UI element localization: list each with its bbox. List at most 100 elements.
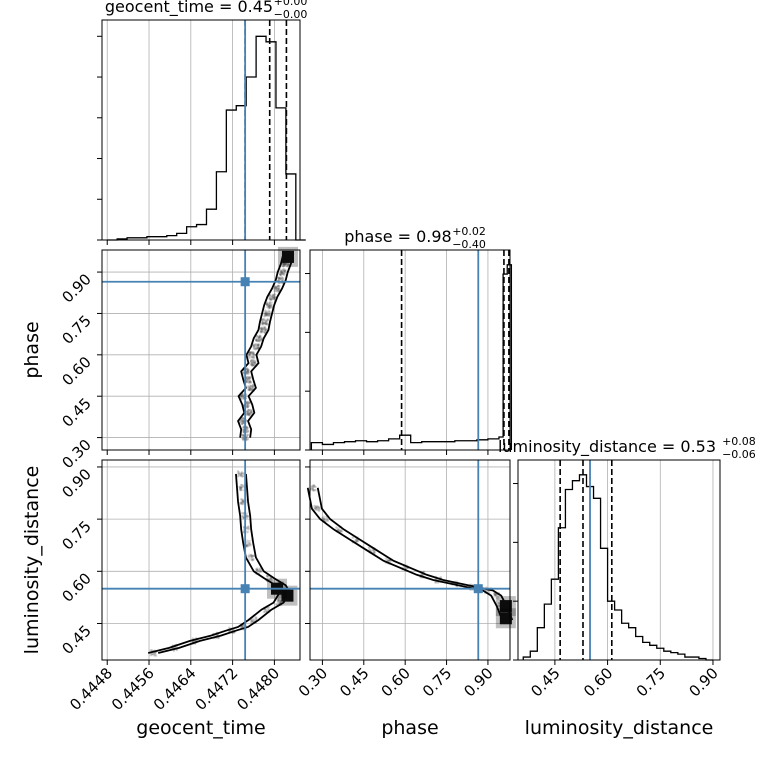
sample-point xyxy=(248,352,251,355)
sample-point xyxy=(250,387,253,391)
sample-point xyxy=(247,378,250,381)
sample-point xyxy=(246,531,249,534)
sample-point xyxy=(317,509,320,513)
sample-point xyxy=(314,507,317,510)
sample-point xyxy=(245,428,248,431)
sample-point xyxy=(264,313,267,317)
sample-point xyxy=(276,600,279,603)
sample-point xyxy=(494,594,498,597)
sample-point xyxy=(373,550,376,554)
sample-point xyxy=(260,338,263,341)
sample-point xyxy=(242,503,245,506)
sample-point xyxy=(283,263,287,266)
sample-point xyxy=(279,269,283,273)
sample-point xyxy=(279,271,283,274)
sample-point xyxy=(246,379,249,383)
sample-point xyxy=(264,610,267,613)
sample-point xyxy=(271,295,274,298)
sample-point xyxy=(265,302,269,306)
sample-point xyxy=(268,306,271,310)
sample-point xyxy=(256,338,259,342)
sample-point xyxy=(247,409,250,412)
contour-outer-right xyxy=(157,473,291,654)
sample-point xyxy=(259,330,263,333)
sample-point xyxy=(315,507,318,510)
sample-point xyxy=(260,336,263,339)
sample-point xyxy=(387,559,391,563)
sample-point xyxy=(239,501,242,505)
sample-point xyxy=(279,273,282,277)
sample-point xyxy=(247,543,250,546)
sample-point xyxy=(245,410,249,413)
sample-point xyxy=(241,421,244,424)
sample-point xyxy=(283,269,286,273)
sample-point xyxy=(259,569,263,572)
sample-point xyxy=(263,311,267,314)
sample-point xyxy=(240,419,243,423)
sample-point xyxy=(276,284,280,288)
sample-point xyxy=(246,368,250,372)
sample-point xyxy=(252,351,255,355)
sample-point xyxy=(278,272,282,276)
sample-point xyxy=(276,289,279,293)
sample-point xyxy=(247,386,250,389)
sample-point xyxy=(311,484,315,487)
sample-point xyxy=(247,540,251,543)
sample-point xyxy=(241,397,245,400)
sample-point xyxy=(246,427,249,430)
sample-point xyxy=(237,471,240,475)
sample-point xyxy=(252,347,255,351)
sample-point xyxy=(387,559,390,562)
sample-point xyxy=(254,343,257,346)
sample-point xyxy=(253,361,256,365)
sample-point xyxy=(250,559,254,562)
sample-point xyxy=(239,502,243,506)
sample-point xyxy=(281,271,284,274)
sample-point xyxy=(250,621,253,624)
sample-point xyxy=(322,515,326,518)
histogram-geocent_time xyxy=(107,35,306,241)
sample-point xyxy=(246,379,249,382)
sample-point xyxy=(248,379,252,383)
sample-point xyxy=(311,487,314,491)
scatter-luminosity_distance_vs_phase xyxy=(306,484,516,629)
sample-point xyxy=(493,593,496,597)
axes-frame xyxy=(309,249,511,451)
sample-point xyxy=(253,361,257,365)
sample-point xyxy=(249,359,253,362)
sample-point xyxy=(311,486,314,489)
sample-point xyxy=(246,426,249,430)
sample-point xyxy=(248,386,251,390)
sample-point xyxy=(245,404,248,408)
sample-point xyxy=(273,293,276,296)
sample-point xyxy=(240,394,244,398)
sample-point xyxy=(259,326,262,330)
sample-point xyxy=(257,344,260,347)
y-tick-label: 0.60 xyxy=(58,569,94,605)
sample-point xyxy=(249,386,252,390)
sample-point xyxy=(281,272,284,275)
panel-title-plus: +0.02 xyxy=(452,225,486,238)
sample-point xyxy=(256,347,259,351)
sample-point xyxy=(250,363,254,366)
sample-point xyxy=(283,263,286,267)
sample-point xyxy=(251,620,254,623)
panel-title-text: geocent_time = 0.45 xyxy=(105,0,273,17)
sample-point xyxy=(241,436,245,440)
sample-point xyxy=(247,402,250,405)
sample-point xyxy=(257,335,260,338)
sample-point xyxy=(273,285,276,289)
sample-point xyxy=(312,484,316,487)
sample-point xyxy=(281,278,284,281)
sample-point xyxy=(245,410,249,413)
sample-point xyxy=(284,262,288,266)
sample-point xyxy=(253,354,256,357)
sample-point xyxy=(265,321,268,325)
sample-point xyxy=(274,285,278,289)
axes-frame xyxy=(517,459,721,661)
sample-point xyxy=(250,408,253,412)
sample-point xyxy=(241,500,245,503)
sample-point xyxy=(367,546,371,549)
sample-point xyxy=(265,302,268,306)
sample-point xyxy=(251,385,255,389)
